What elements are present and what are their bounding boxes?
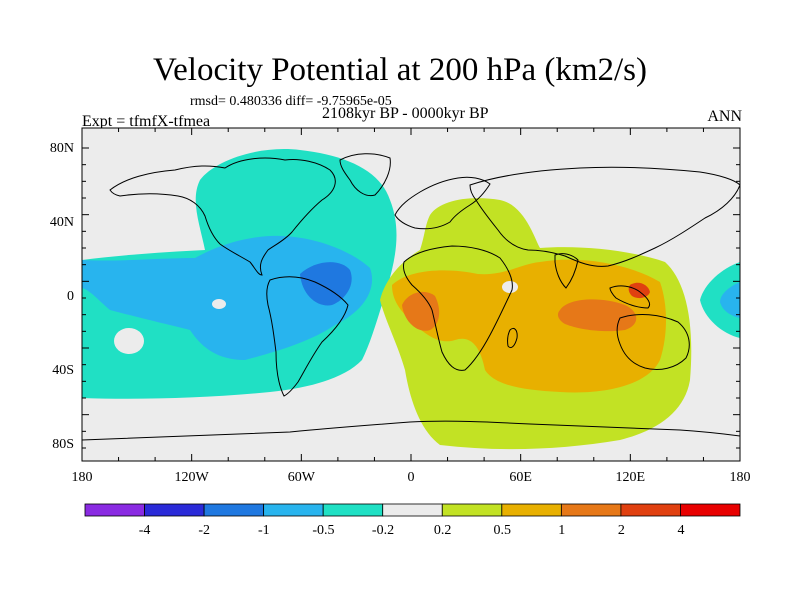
colorbar-swatch (203, 503, 265, 517)
positive-core-africa (402, 291, 440, 331)
coast-madagascar (507, 327, 518, 349)
map-title: Velocity Potential at 200 hPa (km2/s) (152, 52, 648, 88)
coast-antarctica (82, 420, 740, 441)
coast-australia (616, 314, 690, 371)
season-label: ANN (707, 108, 742, 125)
y-tick-label: 80S (52, 437, 74, 452)
colorbar-swatch (620, 503, 681, 517)
colorbar-swatch (441, 503, 503, 517)
colorbar-label: 4 (678, 523, 685, 538)
positive-core-indian (557, 299, 637, 332)
x-tick-label: 60W (288, 470, 316, 485)
positive-core-maritime (628, 282, 650, 299)
x-axis-labels: 180 120W 60W 0 60E 120E 180 (72, 470, 751, 485)
map-field (82, 128, 740, 461)
x-tick-label: 60E (509, 470, 532, 485)
coast-india (554, 253, 579, 289)
neutral-hole-pacific (114, 328, 144, 354)
colorbar-label: 0.5 (493, 523, 511, 538)
coast-greenland (339, 153, 391, 197)
stats-label: rmsd= 0.480336 diff= -9.75965e-05 (190, 94, 392, 109)
positive-region-orange (392, 259, 666, 393)
negative-region-east-inner (720, 282, 740, 318)
colorbar-swatch (84, 503, 145, 517)
x-tick-label: 120W (175, 470, 210, 485)
y-tick-label: 40N (50, 215, 74, 230)
coast-europe (394, 176, 491, 230)
colorbar-swatch (322, 503, 384, 517)
coast-north-america (109, 157, 336, 276)
x-tick-label: 180 (730, 470, 751, 485)
colorbar-label: 0.2 (434, 523, 452, 538)
colorbar-swatch (382, 503, 443, 517)
axis-ticks (81, 128, 741, 461)
colorbar-label: -2 (198, 523, 210, 538)
neutral-hole-small (212, 299, 226, 309)
colorbar-label: -1 (258, 523, 270, 538)
colorbar-swatch (680, 503, 741, 517)
colorbar-label: -4 (139, 523, 151, 538)
colorbar-swatch (501, 503, 562, 517)
neutral-hole-africa (502, 281, 518, 293)
y-tick-label: 40S (52, 363, 74, 378)
x-tick-label: 180 (72, 470, 93, 485)
x-tick-label: 0 (408, 470, 415, 485)
colorbar-label: 2 (618, 523, 625, 538)
coast-indonesia (609, 285, 651, 309)
y-tick-label: 80N (50, 141, 74, 156)
colorbar-swatch (560, 503, 622, 517)
colorbar-label: -0.2 (372, 523, 394, 538)
coast-south-america (266, 276, 349, 397)
negative-core (300, 262, 352, 306)
experiment-label: Expt = tfmfX-tfmea (82, 113, 211, 130)
coastlines (82, 153, 740, 441)
coast-asia (469, 166, 740, 267)
colorbar-label: -0.5 (312, 523, 334, 538)
colorbar (84, 503, 741, 517)
coast-africa (403, 245, 513, 371)
y-axis-labels: 80N 40N 0 40S 80S (50, 141, 74, 452)
colorbar-swatch (263, 503, 324, 517)
colorbar-swatch (144, 503, 205, 517)
colorbar-labels: -4 -2 -1 -0.5 -0.2 0.2 0.5 1 2 4 (139, 523, 685, 538)
colorbar-label: 1 (558, 523, 565, 538)
negative-region-east (700, 262, 740, 338)
x-tick-label: 120E (616, 470, 646, 485)
period-label: 2108kyr BP - 0000kyr BP (322, 105, 489, 122)
y-tick-label: 0 (67, 289, 74, 304)
negative-region-blue (82, 235, 373, 360)
